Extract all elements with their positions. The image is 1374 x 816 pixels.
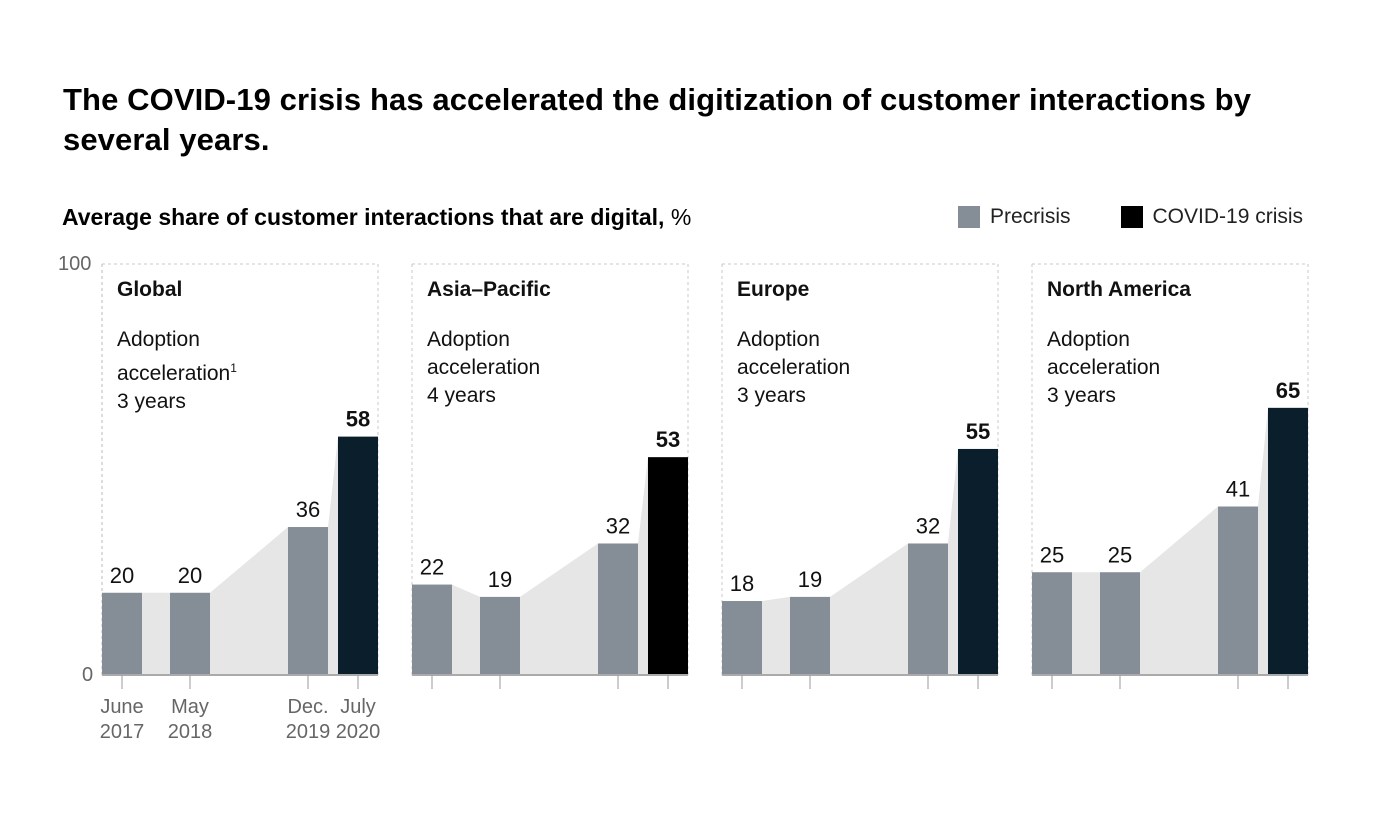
x-axis-label: June 2017	[99, 696, 145, 743]
accel-value: 3 years	[117, 390, 186, 413]
bar-value-label: 32	[606, 513, 630, 538]
bar-precrisis	[288, 527, 328, 675]
chart-headline: The COVID-19 crisis has accelerated the …	[63, 82, 1252, 157]
accel-label-line1: Adoption	[737, 328, 820, 351]
panel-text-block: Europe Adoption acceleration 3 years	[737, 276, 850, 410]
panel-title: Asia–Pacific	[427, 278, 551, 301]
bar-covid	[958, 448, 998, 675]
accel-value: 3 years	[737, 384, 806, 407]
bar-value-label: 41	[1226, 476, 1250, 501]
legend: Precrisis COVID-19 crisis	[958, 205, 1303, 229]
connector-area	[102, 436, 378, 675]
bar-precrisis	[170, 592, 210, 675]
bar-precrisis	[598, 543, 638, 675]
bar-precrisis	[412, 584, 452, 675]
bar-precrisis	[722, 601, 762, 675]
bar-precrisis	[1100, 572, 1140, 675]
bar-precrisis	[102, 592, 142, 675]
bar-covid	[338, 436, 378, 675]
y-axis-min-label: 0	[82, 664, 94, 686]
panel-text-block: North America Adoption acceleration 3 years	[1047, 276, 1191, 410]
connector-area	[722, 448, 998, 675]
accel-label-line1: Adoption	[1047, 328, 1130, 351]
bar-value-label: 36	[296, 497, 320, 522]
footnote-marker: 1	[230, 361, 237, 375]
bar-precrisis	[480, 596, 520, 675]
accel-value: 4 years	[427, 384, 496, 407]
accel-value: 3 years	[1047, 384, 1116, 407]
x-axis-label: Dec. 2019	[285, 696, 331, 743]
bar-value-label: 19	[488, 567, 512, 592]
y-axis-max-label: 100	[58, 253, 92, 275]
bar-precrisis	[1218, 506, 1258, 675]
chart-subtitle: Average share of customer interactions t…	[62, 202, 691, 232]
accel-label-line2: acceleration1	[117, 361, 237, 385]
bar-value-label: 25	[1040, 542, 1064, 567]
bar-value-label: 58	[346, 407, 370, 432]
bar-precrisis	[790, 596, 830, 675]
bar-value-label: 65	[1276, 378, 1300, 403]
bar-covid	[1268, 407, 1308, 675]
legend-swatch-precrisis	[958, 206, 980, 228]
subtitle-text: Average share of customer interactions t…	[62, 204, 665, 230]
bar-value-label: 25	[1108, 542, 1132, 567]
bar-value-label: 19	[798, 567, 822, 592]
bar-value-label: 20	[178, 563, 202, 588]
accel-label-line1: Adoption	[427, 328, 510, 351]
legend-swatch-covid	[1120, 206, 1143, 228]
panel-text-block: Global Adoption acceleration1 3 years	[117, 276, 237, 416]
bar-value-label: 20	[110, 563, 134, 588]
accel-label-line2: acceleration	[427, 356, 541, 379]
legend-label-covid: COVID-19 crisis	[1152, 205, 1304, 228]
bar-covid	[648, 457, 688, 675]
connector-area	[412, 457, 688, 675]
accel-label-line1: Adoption	[117, 328, 200, 351]
x-axis-label: May 2018	[167, 696, 213, 743]
bar-value-label: 22	[420, 555, 444, 580]
connector-area	[1032, 407, 1308, 675]
x-axis-label: July 2020	[335, 696, 381, 743]
legend-label-precrisis: Precrisis	[990, 205, 1071, 228]
accel-label-line2: acceleration	[1047, 356, 1161, 379]
bar-value-label: 53	[656, 427, 680, 452]
bar-precrisis	[908, 543, 948, 675]
legend-item-precrisis: Precrisis	[958, 205, 1071, 229]
bar-precrisis	[1032, 572, 1072, 675]
bar-value-label: 18	[730, 571, 754, 596]
panel-title: North America	[1047, 278, 1191, 301]
subtitle-unit: %	[670, 204, 692, 230]
legend-item-covid: COVID-19 crisis	[1120, 205, 1304, 229]
panel-text-block: Asia–Pacific Adoption acceleration 4 years	[427, 276, 551, 410]
bar-value-label: 55	[966, 419, 990, 444]
panel-title: Global	[117, 278, 183, 301]
bar-value-label: 32	[916, 513, 940, 538]
panel-title: Europe	[737, 278, 810, 301]
accel-label-line2: acceleration	[737, 356, 851, 379]
